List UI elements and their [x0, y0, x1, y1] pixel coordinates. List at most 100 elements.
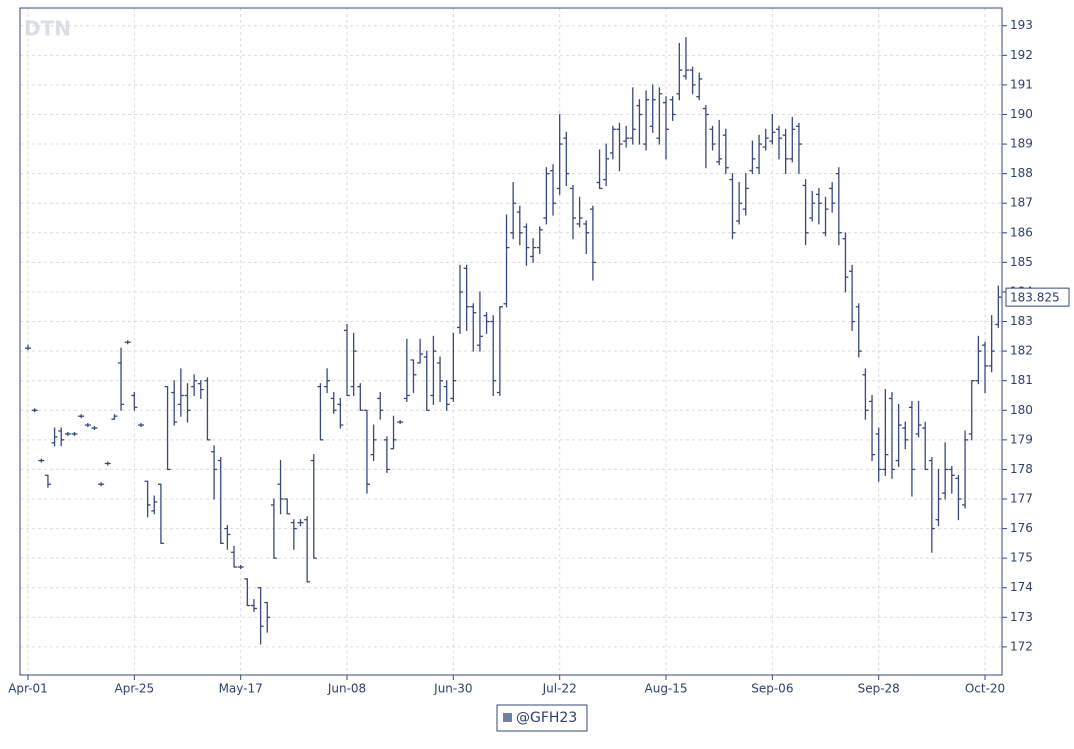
ohlc-bar	[437, 356, 444, 402]
ohlc-bar	[137, 423, 144, 428]
ohlc-bar	[869, 394, 876, 462]
ohlc-bar	[556, 113, 563, 195]
y-tick-label: 187	[1010, 196, 1033, 210]
ohlc-bar	[623, 125, 630, 148]
ohlc-bar	[370, 424, 377, 462]
ohlc-bar	[855, 303, 862, 358]
ohlc-bar	[948, 465, 955, 494]
ohlc-bar	[224, 525, 231, 550]
ohlc-bar	[191, 374, 198, 396]
x-tick-label: Aug-15	[645, 682, 688, 696]
ohlc-bar	[782, 128, 789, 175]
ohlc-bar	[231, 545, 238, 568]
ohlc-bar	[410, 359, 417, 394]
ohlc-bar	[895, 403, 902, 467]
ohlc-bar	[184, 383, 191, 423]
ohlc-bar	[64, 431, 71, 436]
ohlc-bar	[849, 264, 856, 331]
ohlc-bar	[270, 498, 277, 559]
ohlc-bar	[118, 347, 125, 411]
ohlc-bar	[157, 483, 164, 545]
last-price-box	[1005, 287, 1070, 307]
ohlc-bar	[609, 125, 616, 160]
y-tick-label: 180	[1010, 403, 1033, 417]
x-tick-label: Sep-06	[751, 682, 793, 696]
y-tick-label: 177	[1010, 492, 1033, 506]
ohlc-bar	[742, 173, 749, 216]
ohlc-bar	[38, 458, 45, 463]
ohlc-bar	[942, 442, 949, 500]
y-tick-label: 178	[1010, 462, 1033, 476]
ohlc-bar	[217, 457, 224, 545]
ohlc-bar	[98, 482, 105, 487]
ohlc-bar	[430, 335, 437, 405]
ohlc-bar	[822, 196, 829, 237]
y-tick-label: 189	[1010, 137, 1033, 151]
ohlc-bar	[676, 42, 683, 101]
ohlc-bar	[78, 414, 85, 419]
ohlc-bar	[211, 445, 218, 500]
ohlc-bar	[483, 312, 490, 334]
ohlc-bar	[257, 587, 264, 645]
legend-swatch	[503, 713, 512, 722]
ohlc-bar	[749, 140, 756, 175]
ohlc-bar	[802, 179, 809, 246]
ohlc-bar	[928, 457, 935, 553]
legend: @GFH23	[496, 704, 588, 732]
ohlc-bar	[882, 389, 889, 476]
ohlc-bar	[603, 143, 610, 186]
ohlc-bar	[403, 338, 410, 402]
ohlc-bar	[935, 468, 942, 527]
y-tick-label: 174	[1010, 580, 1033, 594]
y-tick-label: 176	[1010, 521, 1033, 535]
ohlc-bar	[350, 332, 357, 396]
y-tick-label: 183	[1010, 314, 1033, 328]
ohlc-bar	[25, 344, 31, 351]
ohlc-bar	[357, 383, 364, 411]
y-tick-label: 190	[1010, 107, 1033, 121]
y-tick-label: 186	[1010, 225, 1033, 239]
y-tick-label: 172	[1010, 639, 1033, 653]
ohlc-bar	[317, 383, 324, 441]
ohlc-bar	[523, 223, 530, 266]
legend-label: @GFH23	[516, 710, 577, 726]
ohlc-bar	[397, 420, 404, 425]
x-tick-label: Oct-20	[965, 682, 1005, 696]
ohlc-bar	[58, 427, 65, 447]
ohlc-bar	[264, 601, 271, 633]
y-tick-label: 193	[1010, 18, 1033, 32]
ohlc-bar	[390, 415, 397, 450]
ohlc-bar	[250, 599, 257, 612]
ohlc-bar	[636, 99, 643, 145]
ohlc-bar	[729, 173, 736, 240]
ohlc-bar	[756, 134, 763, 175]
ohlc-bar	[417, 338, 424, 364]
ohlc-bar	[237, 565, 244, 570]
ohlc-bar	[324, 368, 331, 394]
ohlc-bar	[769, 113, 776, 145]
x-tick-label: Jun-30	[433, 682, 472, 696]
ohlc-bar	[902, 421, 909, 450]
ohlc-bar	[702, 105, 709, 169]
watermark: DTN	[24, 17, 71, 41]
y-tick-label: 181	[1010, 373, 1033, 387]
ohlc-bar	[543, 167, 550, 225]
y-tick-label: 173	[1010, 610, 1033, 624]
x-tick-label: May-17	[219, 682, 263, 696]
ohlc-bar	[530, 238, 537, 263]
ohlc-bar	[649, 84, 656, 133]
ohlc-bar	[589, 205, 596, 281]
ohlc-bar	[875, 427, 882, 482]
ohlc-bar	[569, 184, 576, 240]
ohlc-bar	[204, 377, 211, 441]
ohlc-bar	[104, 461, 111, 466]
ohlc-bar	[835, 167, 842, 246]
ohlc-bar	[576, 196, 583, 228]
ohlc-bar	[968, 380, 975, 441]
ohlc-bar	[510, 182, 517, 240]
ohlc-bar	[450, 332, 457, 402]
ohlc-bar	[124, 340, 131, 345]
ohlc-bar	[377, 392, 384, 420]
ohlc-bar	[536, 226, 543, 255]
